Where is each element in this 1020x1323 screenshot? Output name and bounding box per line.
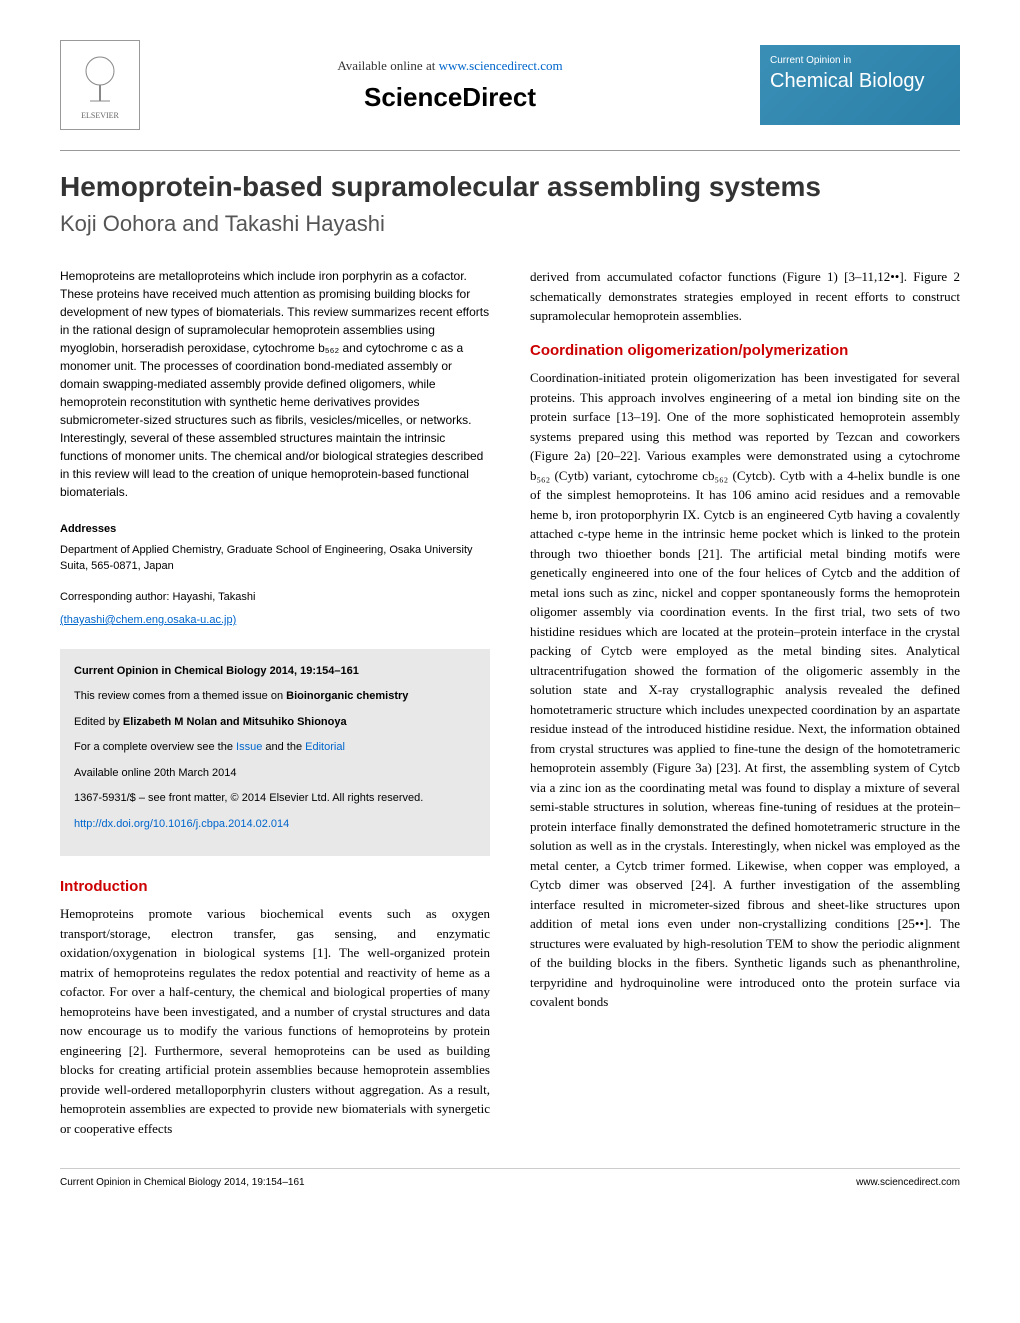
copyright-text: 1367-5931/$ – see front matter, © 2014 E…	[74, 790, 476, 808]
right-column: derived from accumulated cofactor functi…	[530, 267, 960, 1138]
doi-link[interactable]: http://dx.doi.org/10.1016/j.cbpa.2014.02…	[74, 818, 289, 830]
page-header: ELSEVIER Available online at www.science…	[60, 40, 960, 130]
corresponding-email[interactable]: (thayashi@chem.eng.osaka-u.ac.jp)	[60, 614, 236, 626]
issue-link[interactable]: Issue	[236, 741, 262, 753]
coordination-heading: Coordination oligomerization/polymerizat…	[530, 340, 960, 363]
platform-name: ScienceDirect	[140, 82, 760, 113]
journal-badge: Current Opinion in Chemical Biology	[760, 45, 960, 125]
publisher-name: ELSEVIER	[81, 111, 119, 120]
editorial-link[interactable]: Editorial	[305, 741, 345, 753]
edited-by: Edited by Elizabeth M Nolan and Mitsuhik…	[74, 714, 476, 732]
corresponding-author: Corresponding author: Hayashi, Takashi	[60, 589, 490, 606]
journal-badge-top: Current Opinion in	[770, 55, 950, 66]
coordination-text: Coordination-initiated protein oligomeri…	[530, 368, 960, 1012]
two-column-layout: Hemoproteins are metalloproteins which i…	[60, 267, 960, 1138]
introduction-text: Hemoproteins promote various biochemical…	[60, 904, 490, 1138]
footer-citation: Current Opinion in Chemical Biology 2014…	[60, 1177, 305, 1188]
left-column: Hemoproteins are metalloproteins which i…	[60, 267, 490, 1138]
elsevier-tree-icon	[70, 51, 130, 111]
available-online: Available online at www.sciencedirect.co…	[140, 58, 760, 74]
article-authors: Koji Oohora and Takashi Hayashi	[60, 211, 960, 237]
themed-issue: This review comes from a themed issue on…	[74, 688, 476, 706]
overview-line: For a complete overview see the Issue an…	[74, 739, 476, 757]
journal-badge-main: Chemical Biology	[770, 70, 950, 93]
introduction-heading: Introduction	[60, 876, 490, 899]
addresses-label: Addresses	[60, 521, 490, 538]
sciencedirect-link[interactable]: www.sciencedirect.com	[439, 58, 563, 73]
citation-text: Current Opinion in Chemical Biology 2014…	[74, 665, 359, 677]
intro-continuation: derived from accumulated cofactor functi…	[530, 267, 960, 326]
available-date: Available online 20th March 2014	[74, 765, 476, 783]
publisher-logo: ELSEVIER	[60, 40, 140, 130]
header-divider	[60, 150, 960, 151]
page-footer: Current Opinion in Chemical Biology 2014…	[60, 1168, 960, 1188]
abstract-text: Hemoproteins are metalloproteins which i…	[60, 267, 490, 501]
header-center: Available online at www.sciencedirect.co…	[140, 58, 760, 113]
footer-url: www.sciencedirect.com	[856, 1177, 960, 1188]
addresses-text: Department of Applied Chemistry, Graduat…	[60, 542, 490, 575]
article-info-box: Current Opinion in Chemical Biology 2014…	[60, 649, 490, 856]
article-title: Hemoprotein-based supramolecular assembl…	[60, 171, 960, 203]
